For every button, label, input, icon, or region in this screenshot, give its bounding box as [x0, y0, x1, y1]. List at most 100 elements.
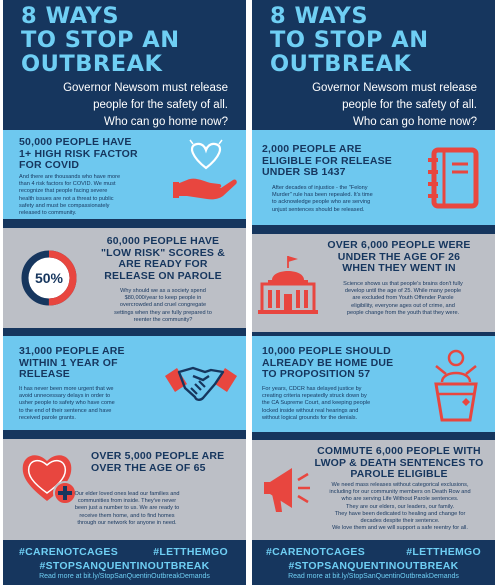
read-more-link[interactable]: Read more at bit.ly/StopSanQuentinOutbre…	[39, 573, 210, 580]
capitol-building-icon	[258, 256, 318, 314]
title-line: 8 WAYS	[21, 3, 120, 29]
body-line: After decades of injustice - the "Felony	[272, 185, 368, 191]
body-line: They are our elders, our leaders, our fa…	[345, 503, 455, 510]
hashtag-care-not-cages: #CARENOTCAGES	[266, 546, 365, 558]
body-line: $80,000/year to keep people in	[124, 295, 202, 302]
heart-plus-icon	[22, 455, 77, 505]
card-body: It has never been more urgent that we av…	[19, 386, 159, 422]
card-one-year: 31,000 PEOPLE ARE WITHIN 1 YEAR OF RELEA…	[3, 336, 246, 430]
card-heading: 10,000 PEOPLE SHOULD ALREADY BE HOME DUE…	[262, 345, 394, 381]
card-low-risk: 50% 60,000 PEOPLE HAVE "LOW RISK" SCORES…	[3, 228, 246, 328]
heading-line: 1+ HIGH RISK FACTOR	[19, 147, 138, 160]
body-line: It has never been more urgent that we	[19, 386, 114, 392]
heading-line: FOR COVID	[19, 159, 80, 171]
card-heading: 2,000 PEOPLE ARE ELIGIBLE FOR RELEASE UN…	[262, 143, 393, 179]
handshake-icon	[165, 366, 237, 401]
card-heading: COMMUTE 6,000 PEOPLE WITH LWOP & DEATH S…	[304, 445, 494, 481]
heading-line: WHEN THEY WENT IN	[342, 262, 456, 274]
body-line: locked inside without real hearings and	[262, 407, 359, 414]
card-body: For years, CDCR has delayed justice by c…	[262, 386, 422, 422]
heading-line: PAROLE ELIGIBLE	[350, 468, 448, 480]
hashtag-stop-san-quentin: #STOPSANQUENTINOUTBREAK	[288, 560, 459, 572]
heading-line: WITHIN 1 YEAR OF	[19, 356, 118, 369]
read-more-link[interactable]: Read more at bit.ly/StopSanQuentinOutbre…	[288, 573, 459, 580]
card-heading: 60,000 PEOPLE HAVE "LOW RISK" SCORES & A…	[83, 235, 243, 282]
heading-line: ALREADY BE HOME DUE	[262, 356, 394, 369]
title-line: OUTBREAK	[270, 51, 412, 77]
page-title: 8 WAYS TO STOP AN OUTBREAK	[270, 4, 429, 76]
body-line: eligibility, everyone ages out of crime,…	[351, 302, 455, 309]
heading-line: OVER 5,000 PEOPLE ARE	[91, 450, 225, 462]
card-body: Why should we as a society spend $80,000…	[83, 288, 243, 324]
heading-line: LWOP & DEATH SENTENCES TO	[314, 456, 484, 469]
body-line: usher people to safety who have come	[19, 400, 115, 407]
body-line: Science shows us that people's brains do…	[343, 281, 463, 287]
infographic-left: 8 WAYS TO STOP AN OUTBREAK Governor News…	[3, 0, 246, 585]
subtitle-line: Who can go home now?	[352, 116, 477, 128]
body-line: received parole grants.	[19, 414, 76, 421]
body-line: For years, CDCR has delayed justice by	[262, 386, 362, 392]
title-line: TO STOP AN	[21, 27, 180, 53]
heading-line: 50,000 PEOPLE HAVE	[19, 136, 132, 148]
heart-hand-icon	[173, 139, 237, 200]
body-line: creating criteria repeatedly struck down…	[262, 393, 367, 400]
infographic-right: 8 WAYS TO STOP AN OUTBREAK Governor News…	[252, 0, 495, 585]
body-line: Murder" rule has been repealed. It's tim…	[272, 192, 373, 199]
body-line: people change from the youth that they w…	[346, 309, 460, 316]
heading-line: UNDER SB 1437	[262, 166, 346, 178]
body-line: are excluded from Youth Offender Parole	[352, 295, 454, 302]
card-high-risk: 50,000 PEOPLE HAVE 1+ HIGH RISK FACTOR F…	[3, 130, 246, 219]
body-line: who are serving Life Without Parole sent…	[341, 496, 459, 503]
body-line: to the end of their sentence and have	[19, 407, 112, 414]
body-line: without logical grounds for the denials.	[262, 414, 358, 421]
header: 8 WAYS TO STOP AN OUTBREAK Governor News…	[3, 0, 246, 130]
heading-line: OVER THE AGE OF 65	[91, 461, 206, 474]
heading-line: ELIGIBLE FOR RELEASE	[262, 154, 393, 167]
hashtag-stop-san-quentin: #STOPSANQUENTINOUTBREAK	[39, 560, 210, 572]
body-line: safety and must be compassionately	[19, 202, 110, 209]
card-under-26: OVER 6,000 PEOPLE WERE UNDER THE AGE OF …	[252, 234, 495, 332]
megaphone-icon	[264, 468, 310, 512]
body-line: overcrowded and cruel congregate	[119, 302, 207, 309]
heading-line: ARE READY FOR	[118, 258, 208, 270]
heading-line: TO PROPOSITION 57	[262, 368, 371, 380]
header: 8 WAYS TO STOP AN OUTBREAK Governor News…	[252, 0, 495, 130]
body-line: released to community.	[19, 210, 77, 217]
body-line: settings when they are fully prepared to	[114, 309, 212, 316]
card-body: Our elder loved ones lead our families a…	[17, 491, 237, 527]
heading-line: UNDER THE AGE OF 26	[337, 250, 461, 263]
card-body: And there are thousands who have more th…	[19, 174, 169, 217]
card-heading: 50,000 PEOPLE HAVE 1+ HIGH RISK FACTOR F…	[19, 136, 138, 172]
card-heading: OVER 5,000 PEOPLE ARE OVER THE AGE OF 65	[91, 450, 225, 474]
page-title: 8 WAYS TO STOP AN OUTBREAK	[21, 4, 180, 76]
subtitle-line: Who can go home now?	[103, 116, 228, 128]
percent-badge: 50%	[35, 270, 64, 286]
subtitle-line: Governor Newsom must release	[312, 82, 477, 94]
body-line: Our elder loved ones lead our families a…	[74, 491, 180, 497]
hashtag-let-them-go: #LETTHEMGO	[406, 546, 481, 558]
heading-line: 60,000 PEOPLE HAVE	[106, 235, 220, 247]
subtitle: Governor Newsom must release people for …	[23, 80, 228, 131]
body-line: the CA Supreme Court, and keeping people	[262, 400, 371, 407]
body-line: Why should we as a society spend	[120, 288, 206, 294]
notebook-icon	[428, 147, 479, 209]
body-line: They have been dedicated to healing and …	[334, 510, 466, 517]
heading-line: RELEASE ON PAROLE	[104, 269, 222, 282]
body-line: And there are thousands who have more	[19, 174, 121, 180]
card-heading: OVER 6,000 PEOPLE WERE UNDER THE AGE OF …	[304, 239, 494, 275]
title-line: OUTBREAK	[21, 51, 163, 77]
card-prop-57: 10,000 PEOPLE SHOULD ALREADY BE HOME DUE…	[252, 336, 495, 432]
heading-line: 10,000 PEOPLE SHOULD	[262, 345, 391, 357]
card-body: After decades of injustice - the "Felony…	[272, 185, 422, 214]
body-line: through our network for anyone in need.	[77, 519, 177, 526]
body-line: been just a number to us. We are ready t…	[74, 505, 180, 512]
card-lwop: COMMUTE 6,000 PEOPLE WITH LWOP & DEATH S…	[252, 440, 495, 540]
heading-line: 31,000 PEOPLE ARE	[19, 345, 125, 357]
body-line: health issues are not a threat to public	[19, 195, 114, 202]
body-line: communities from inside. They've never	[77, 498, 177, 505]
body-line: avoid unnecessary delays in order to	[19, 393, 111, 400]
subtitle: Governor Newsom must release people for …	[272, 80, 477, 131]
body-line: unjust sentences should be released.	[272, 206, 365, 213]
subtitle-line: people for the safety of all.	[342, 99, 477, 111]
card-body: Science shows us that people's brains do…	[314, 281, 492, 317]
